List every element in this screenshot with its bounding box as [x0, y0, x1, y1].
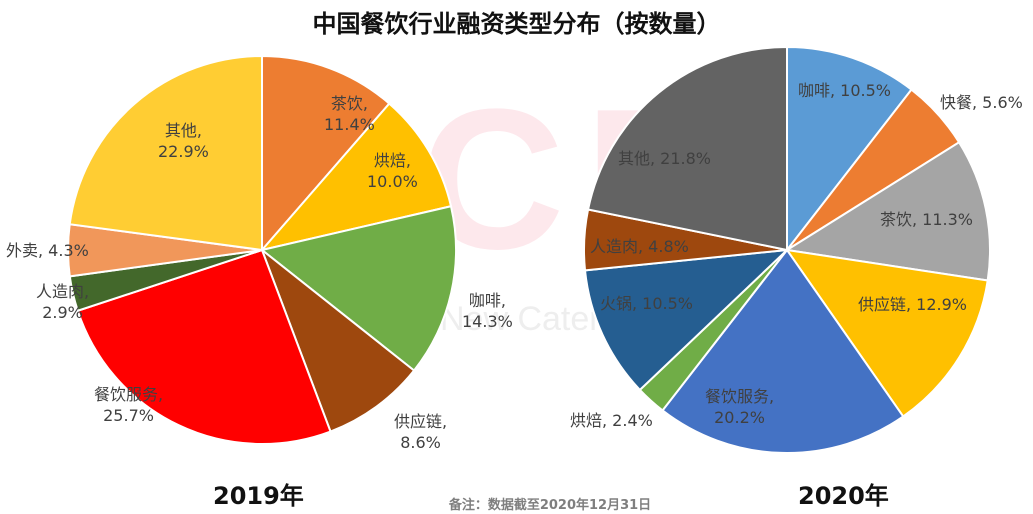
- pie-slice: [68, 54, 263, 252]
- pie-slice: [661, 248, 905, 454]
- pie-slice: [76, 248, 332, 445]
- pie-slice: [259, 246, 416, 433]
- footnote: 备注：数据截至2020年12月31日: [448, 498, 652, 513]
- slice-label: 烘焙, 10.0%: [367, 151, 418, 191]
- slice-label: 其他, 22.9%: [158, 121, 209, 161]
- pie-2019: [67, 54, 457, 445]
- slice-label: 供应链, 12.9%: [858, 295, 968, 314]
- pie-slice: [784, 248, 989, 418]
- year-label-2019: 2019年: [213, 482, 304, 510]
- slice-label: 餐饮服务, 25.7%: [94, 385, 164, 425]
- pie-slice: [259, 102, 453, 252]
- year-label-2020: 2020年: [798, 482, 889, 510]
- slice-label: 人造肉, 2.9%: [36, 282, 90, 322]
- slice-label: 外卖, 4.3%: [6, 241, 89, 260]
- pie-slice: [259, 205, 457, 372]
- slice-label: 其他, 21.8%: [618, 149, 712, 168]
- chart-title: 中国餐饮行业融资类型分布（按数量）: [312, 10, 721, 38]
- slice-label: 咖啡, 10.5%: [798, 81, 892, 100]
- slice-label: 供应链, 8.6%: [394, 412, 448, 452]
- slice-label: 烘焙, 2.4%: [570, 411, 653, 430]
- slice-label: 茶饮, 11.3%: [880, 210, 974, 229]
- slice-label: 人造肉, 4.8%: [590, 237, 689, 256]
- slice-label: 火锅, 10.5%: [600, 294, 694, 313]
- slice-label: 咖啡, 14.3%: [462, 291, 513, 331]
- pie-slice: [261, 54, 391, 253]
- pie-2020: [582, 45, 991, 454]
- pie-slice: [583, 248, 790, 392]
- pie-slice: [786, 45, 913, 253]
- slice-label: 快餐, 5.6%: [940, 93, 1023, 112]
- pie-slice: [784, 140, 991, 282]
- slice-label: 餐饮服务, 20.2%: [705, 387, 775, 427]
- pie-slice: [586, 45, 788, 252]
- slice-label: 茶饮, 11.4%: [324, 94, 375, 134]
